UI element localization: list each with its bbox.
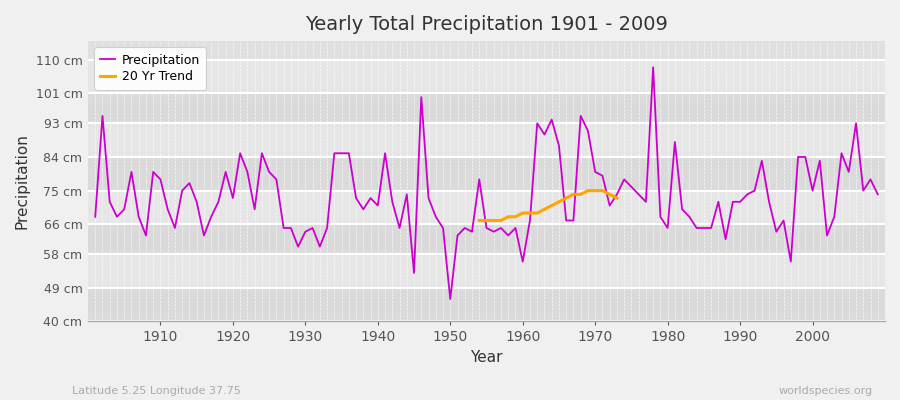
20 Yr Trend [568,192,579,197]
Bar [88,157,885,191]
Bar [88,254,885,288]
Precipitation [648,65,659,70]
Bar [88,123,885,157]
Precipitation [148,170,158,174]
20 Yr Trend [590,188,600,193]
20 Yr Trend [532,211,543,216]
Precipitation [351,196,362,200]
20 Yr Trend [539,207,550,212]
Y-axis label: Precipitation: Precipitation [15,133,30,229]
Line: Precipitation: Precipitation [95,67,878,299]
Line: 20 Yr Trend: 20 Yr Trend [479,191,616,220]
20 Yr Trend [597,188,608,193]
X-axis label: Year: Year [470,350,503,365]
20 Yr Trend [482,218,492,223]
20 Yr Trend [510,214,521,219]
20 Yr Trend [554,200,564,204]
Bar [88,288,885,322]
20 Yr Trend [575,192,586,197]
20 Yr Trend [525,211,535,216]
Precipitation [525,218,535,223]
Legend: Precipitation, 20 Yr Trend: Precipitation, 20 Yr Trend [94,47,206,90]
Bar [88,191,885,224]
Bar [88,224,885,254]
Bar [88,60,885,94]
Precipitation [307,226,318,230]
Title: Yearly Total Precipitation 1901 - 2009: Yearly Total Precipitation 1901 - 2009 [305,15,668,34]
20 Yr Trend [604,192,615,197]
20 Yr Trend [518,211,528,216]
20 Yr Trend [489,218,500,223]
20 Yr Trend [503,214,514,219]
Text: Latitude 5.25 Longitude 37.75: Latitude 5.25 Longitude 37.75 [72,386,241,396]
Text: worldspecies.org: worldspecies.org [778,386,873,396]
20 Yr Trend [496,218,507,223]
Precipitation [445,296,455,301]
Precipitation [872,192,883,197]
20 Yr Trend [473,218,484,223]
Precipitation [611,192,622,197]
20 Yr Trend [582,188,593,193]
20 Yr Trend [611,196,622,200]
Precipitation [90,214,101,219]
20 Yr Trend [546,203,557,208]
Precipitation [518,259,528,264]
20 Yr Trend [561,196,572,200]
Bar [88,94,885,123]
